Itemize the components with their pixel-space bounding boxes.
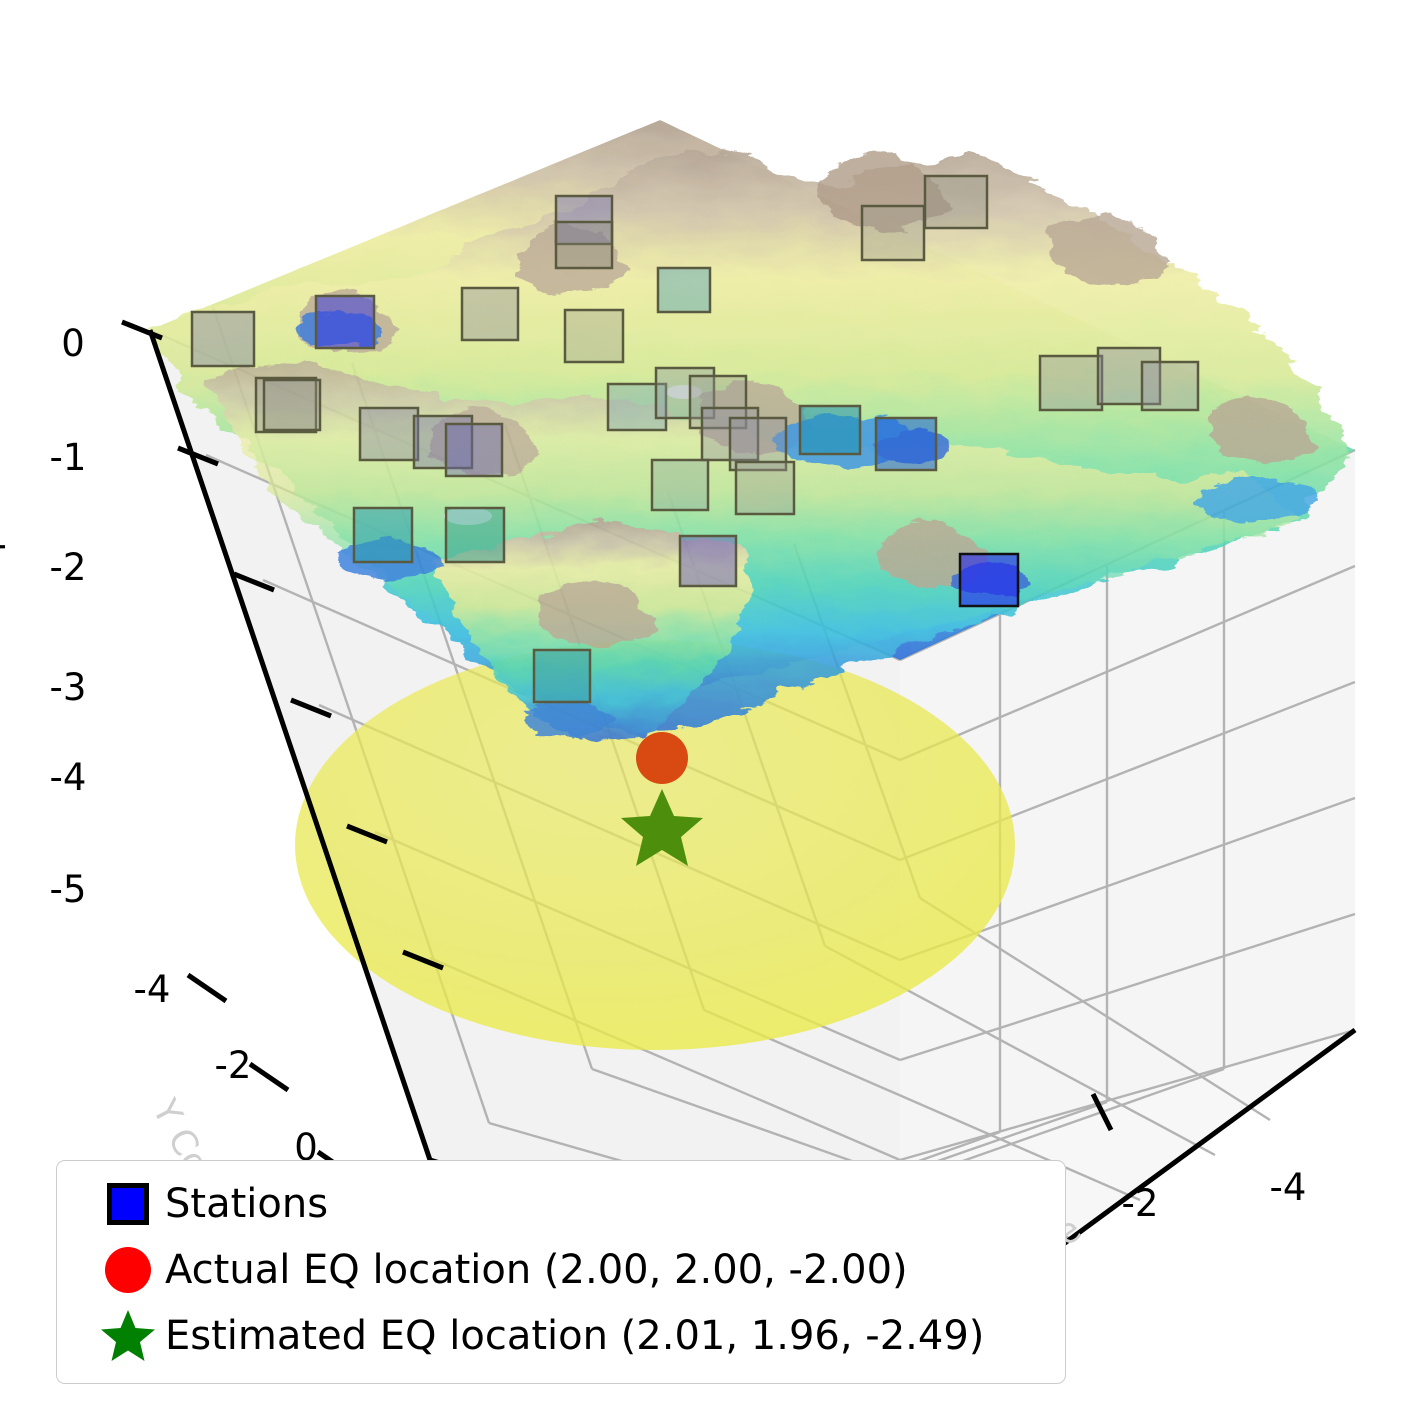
- z-axis-ticklabels: 0 -1 -2 -3 -4 -5: [50, 322, 87, 911]
- z-axis-label: Depth: [0, 493, 7, 600]
- pane-right: [900, 450, 1355, 1160]
- z-tick-0: 0: [61, 322, 85, 365]
- station-square-icon: [91, 1183, 165, 1225]
- z-tick-3: -3: [50, 666, 87, 709]
- y-axis-ticks: [186, 972, 358, 1181]
- z-tick-5: -5: [50, 868, 87, 911]
- actual-eq-marker: [636, 732, 688, 784]
- z-tick-4: -4: [50, 756, 87, 799]
- y-tick-m4: -4: [134, 968, 171, 1011]
- legend-box[interactable]: Stations Actual EQ location (2.00, 2.00,…: [56, 1160, 1066, 1384]
- station-markers: [190, 174, 1200, 704]
- legend-label-actual-eq: Actual EQ location (2.00, 2.00, -2.00): [165, 1247, 908, 1293]
- z-tick-1: -1: [50, 436, 87, 479]
- legend-label-estimated-eq: Estimated EQ location (2.01, 1.96, -2.49…: [165, 1313, 985, 1359]
- x-tick-m4: -4: [1270, 1166, 1307, 1209]
- actual-eq-circle-icon: [91, 1247, 165, 1293]
- x-tick-m2: -2: [1122, 1182, 1159, 1225]
- legend-entry-actual-eq[interactable]: Actual EQ location (2.00, 2.00, -2.00): [57, 1237, 1065, 1303]
- estimated-eq-marker: [621, 789, 703, 866]
- estimated-eq-star-icon: [91, 1308, 165, 1364]
- legend-entry-stations[interactable]: Stations: [57, 1171, 1065, 1237]
- legend-entry-estimated-eq[interactable]: Estimated EQ location (2.01, 1.96, -2.49…: [57, 1303, 1065, 1369]
- y-tick-0: 0: [294, 1126, 318, 1169]
- legend-label-stations: Stations: [165, 1181, 329, 1227]
- z-tick-2: -2: [50, 546, 87, 589]
- y-tick-m2: -2: [215, 1044, 252, 1087]
- z-axis-ticks: [121, 319, 444, 971]
